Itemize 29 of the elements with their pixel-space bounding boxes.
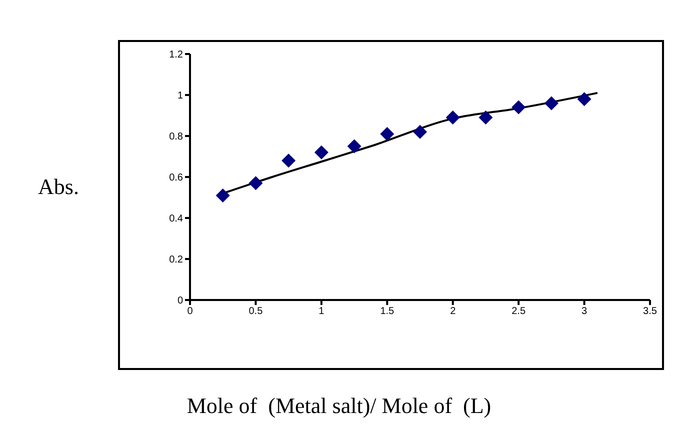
- x-axis-title: Mole of (Metal salt)/ Mole of (L): [186, 393, 492, 419]
- point: [512, 100, 526, 114]
- point: [544, 96, 558, 110]
- point: [577, 92, 592, 106]
- y-tick-label: 0.6: [169, 172, 184, 184]
- y-axis-title: Abs.: [38, 174, 79, 200]
- point: [314, 145, 328, 160]
- point: [282, 154, 296, 168]
- point: [413, 124, 427, 139]
- y-tick-label: 1: [177, 90, 184, 102]
- x-tick-label: 1: [318, 306, 325, 318]
- x-tick-label: 3.5: [643, 306, 658, 318]
- point: [347, 139, 362, 154]
- y-tick-label: 0.2: [169, 254, 184, 266]
- x-tick-label: 1.5: [380, 306, 395, 318]
- point: [216, 188, 230, 202]
- x-tick-label: 2.5: [512, 306, 526, 318]
- point: [380, 126, 394, 141]
- point: [248, 176, 263, 190]
- x-tick-label: 3: [582, 306, 588, 318]
- x-tick-label: 2: [450, 306, 456, 318]
- point: [478, 110, 493, 125]
- point: [446, 110, 460, 125]
- y-tick-label: 0.4: [169, 214, 184, 225]
- x-tick-label: 0: [187, 306, 194, 318]
- y-tick-label: 1.2: [169, 50, 184, 61]
- y-tick-label: 0: [177, 296, 184, 307]
- y-tick-label: 0.8: [169, 132, 184, 143]
- x-tick-label: 0.5: [248, 306, 264, 318]
